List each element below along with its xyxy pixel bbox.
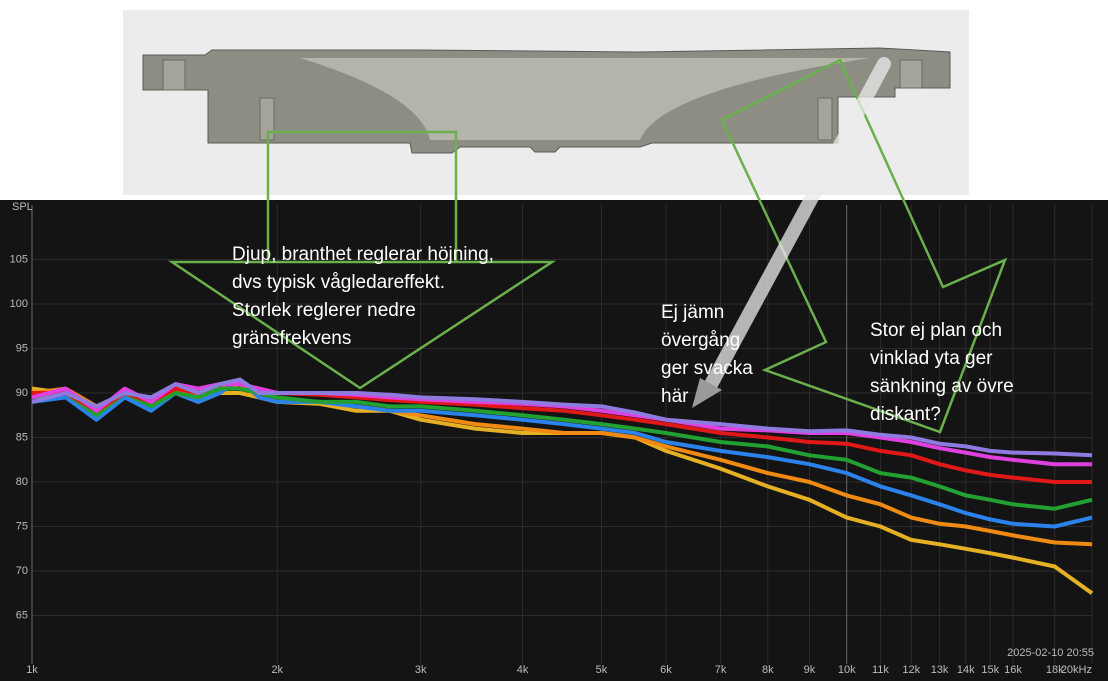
x-tick-label: 5k xyxy=(596,664,608,676)
x-tick-label: 16k xyxy=(1004,664,1022,676)
pointer-head xyxy=(692,378,722,408)
annotation-line: sänkning av övre xyxy=(870,376,1014,397)
x-tick-label: 13k xyxy=(931,664,949,676)
cad-render xyxy=(123,10,969,195)
annotation-line: diskant? xyxy=(870,404,941,425)
series-line xyxy=(31,386,1093,511)
annotation-line: gränsfrekvens xyxy=(232,328,351,349)
x-tick-label: 4k xyxy=(517,664,529,676)
callout-bracket xyxy=(266,130,458,262)
x-tick-label: 11k xyxy=(872,664,889,676)
series-line xyxy=(32,382,1092,484)
x-tick-label: 18k xyxy=(1046,664,1064,676)
annotation-line: Stor ej plan och xyxy=(870,320,1002,341)
y-tick-label: 65 xyxy=(16,609,28,621)
boss xyxy=(817,97,833,141)
x-tick-label: 6k xyxy=(660,664,672,676)
y-tick-label: 90 xyxy=(16,387,28,399)
timestamp: 2025-02-10 20:55 xyxy=(1007,647,1094,659)
series-line xyxy=(31,377,1093,458)
x-tick-label: 20kHz xyxy=(1061,664,1092,676)
callout-triangle xyxy=(167,260,557,390)
annotations: Djup, branthet reglerar höjning, dvs typi… xyxy=(232,244,1014,425)
annotation-line: Ej jämn xyxy=(661,302,724,323)
x-tick-label: 3k xyxy=(415,664,427,676)
annotation-line: Djup, branthet reglerar höjning, xyxy=(232,244,494,265)
y-tick-label: 70 xyxy=(16,565,28,577)
x-tick-label: 12k xyxy=(902,664,920,676)
annotation-line: Storlek reglerer nedre xyxy=(232,300,416,321)
pointer-shaft xyxy=(701,57,891,397)
boss xyxy=(162,59,186,91)
pointer-arrow xyxy=(692,57,891,408)
annotation-line: övergång xyxy=(661,330,740,351)
callouts xyxy=(167,58,1008,434)
annotation-line: dvs typisk vågledareffekt. xyxy=(232,272,445,293)
x-tick-label: 10k xyxy=(838,664,856,676)
x-tick-label: 14k xyxy=(957,664,975,676)
y-tick-label: 85 xyxy=(16,431,28,443)
y-tick-label: 105 xyxy=(10,253,28,265)
y-tick-label: 100 xyxy=(10,298,28,310)
x-tick-label: 2k xyxy=(271,664,283,676)
x-tick-label: 1k xyxy=(26,664,38,676)
annotation-line: ger svacka xyxy=(661,358,753,379)
plot-bg xyxy=(0,200,1108,681)
y-axis-label: SPL xyxy=(12,201,33,213)
x-tick-label: 7k xyxy=(715,664,727,676)
x-tick-label: 9k xyxy=(804,664,816,676)
callout-arrow xyxy=(720,58,1008,434)
y-tick-label: 95 xyxy=(16,342,28,354)
boss xyxy=(899,59,923,89)
horn-surface xyxy=(300,58,870,140)
annotation-line: här xyxy=(661,386,689,407)
annotation-line: vinklad yta ger xyxy=(870,348,993,369)
x-tick-label: 8k xyxy=(762,664,774,676)
lines xyxy=(31,377,1094,595)
y-tick-label: 80 xyxy=(16,476,28,488)
y-tick-label: 75 xyxy=(16,520,28,532)
x-tick-label: 15k xyxy=(981,664,999,676)
